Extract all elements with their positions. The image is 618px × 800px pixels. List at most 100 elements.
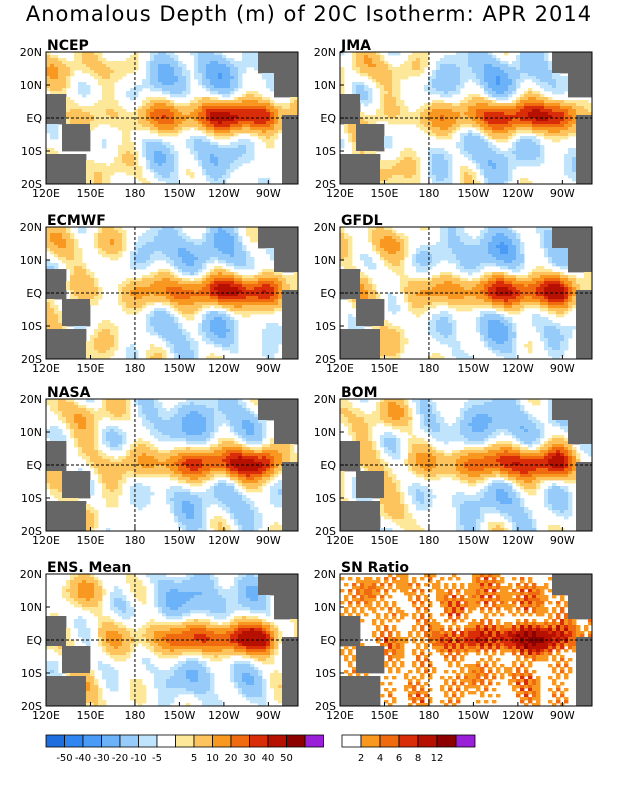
lon-label: 150W — [457, 187, 489, 200]
lon-label: 120E — [32, 534, 60, 547]
lon-label: 90W — [256, 362, 281, 375]
lon-label: 180 — [418, 709, 439, 722]
colorbar-swatch — [82, 734, 102, 748]
lon-label: 150W — [163, 362, 195, 375]
colorbar-swatch — [193, 734, 213, 748]
lon-label: 150E — [76, 362, 104, 375]
colorbar-swatch — [360, 734, 381, 748]
panel-label: JMA — [340, 38, 371, 54]
lon-label: 150W — [457, 362, 489, 375]
colorbar-label: -20 — [112, 753, 128, 764]
lon-label: 150E — [370, 362, 398, 375]
lat-label: 10S — [315, 492, 336, 505]
lon-label: 180 — [124, 362, 145, 375]
colorbar-label: 2 — [358, 753, 364, 764]
lon-label: 120W — [208, 534, 240, 547]
lat-label: 10N — [314, 601, 336, 614]
lon-label: 180 — [418, 534, 439, 547]
lon-label: 90W — [256, 534, 281, 547]
colorbar-label: 4 — [377, 753, 383, 764]
lon-label: 120W — [502, 534, 534, 547]
lat-label: 10S — [315, 667, 336, 680]
lon-label: 150W — [163, 709, 195, 722]
lat-label: 10S — [21, 320, 42, 333]
lon-label: 180 — [418, 187, 439, 200]
colorbar-label: -40 — [75, 753, 91, 764]
lon-label: 150W — [457, 709, 489, 722]
lon-label: 90W — [550, 187, 575, 200]
panel-label: BOM — [341, 385, 378, 401]
lon-label: 120E — [326, 534, 354, 547]
colorbar-swatch — [230, 734, 250, 748]
lat-label: 20S — [21, 700, 42, 713]
panel-label: ENS. Mean — [47, 560, 131, 576]
colorbar-swatch — [455, 734, 476, 748]
lat-label: EQ — [26, 634, 42, 647]
lon-label: 90W — [256, 187, 281, 200]
lat-label: 10S — [315, 145, 336, 158]
colorbar-label: 30 — [243, 753, 256, 764]
lon-label: 120W — [502, 362, 534, 375]
colorbar-swatch — [119, 734, 139, 748]
colorbar-swatch — [156, 734, 176, 748]
colorbar-label: -10 — [130, 753, 146, 764]
lat-label: 10N — [20, 601, 42, 614]
colorbar-swatch — [286, 734, 306, 748]
lat-label: 10N — [20, 426, 42, 439]
colorbar-swatch — [138, 734, 158, 748]
lon-label: 90W — [550, 534, 575, 547]
panel-label: NCEP — [47, 38, 89, 54]
lat-label: EQ — [320, 634, 336, 647]
lon-label: 120W — [208, 709, 240, 722]
colorbar-swatch — [304, 734, 324, 748]
lat-label: EQ — [26, 459, 42, 472]
colorbar-swatch — [341, 734, 362, 748]
lon-label: 120W — [208, 362, 240, 375]
lat-label: 10N — [314, 79, 336, 92]
lat-label: 10S — [315, 320, 336, 333]
lon-label: 120E — [326, 362, 354, 375]
lat-label: 10N — [314, 426, 336, 439]
lat-label: 10N — [314, 254, 336, 267]
colorbar-swatch — [417, 734, 438, 748]
lon-label: 180 — [124, 709, 145, 722]
lon-label: 90W — [550, 362, 575, 375]
colorbar-swatch — [267, 734, 287, 748]
lon-label: 150W — [163, 187, 195, 200]
lon-label: 150W — [163, 534, 195, 547]
lat-label: 20N — [20, 393, 42, 406]
ratio-colorbar: 2 4 6 8 12 — [341, 734, 476, 764]
lat-label: 20S — [21, 178, 42, 191]
lon-label: 180 — [124, 534, 145, 547]
colorbar-label: -30 — [93, 753, 109, 764]
lat-label: 20S — [315, 525, 336, 538]
colorbar-swatch — [64, 734, 84, 748]
lon-label: 120E — [32, 362, 60, 375]
lat-label: 10N — [20, 254, 42, 267]
lon-label: 150E — [76, 187, 104, 200]
colorbar-label: 5 — [191, 753, 197, 764]
lat-label: 20S — [21, 353, 42, 366]
lon-label: 120E — [32, 187, 60, 200]
lat-label: 20S — [315, 353, 336, 366]
lon-label: 150W — [457, 534, 489, 547]
anomaly-colorbar: -50 -40 -30 -20 -10 -5 5 10 20 30 40 50 — [45, 734, 324, 764]
lon-label: 120W — [208, 187, 240, 200]
lon-label: 120W — [502, 187, 534, 200]
lon-label: 120E — [32, 709, 60, 722]
colorbar-label: 10 — [206, 753, 219, 764]
panel-label: GFDL — [341, 213, 383, 229]
lat-label: EQ — [320, 459, 336, 472]
lon-label: 90W — [256, 709, 281, 722]
colorbar-label: -5 — [152, 753, 162, 764]
colorbar-swatch — [212, 734, 232, 748]
lat-label: 20N — [314, 568, 336, 581]
colorbar-swatch — [175, 734, 195, 748]
